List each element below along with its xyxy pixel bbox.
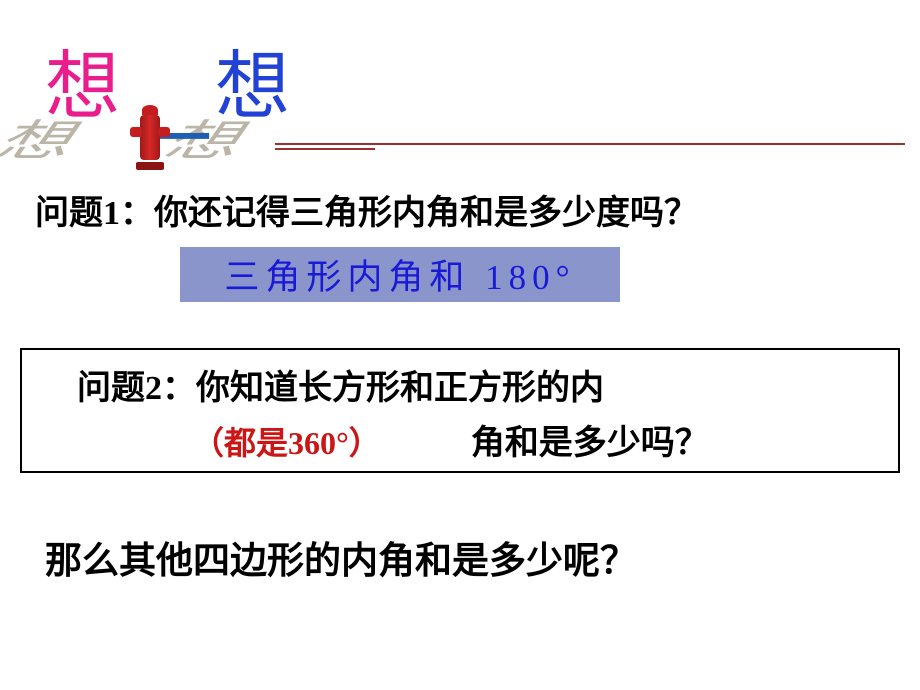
header-decoration: 想 想 一 想 想 [45,20,275,160]
answer2-text: （都是360°） [192,418,381,464]
answer1-text: 三角形内角和 180° [224,249,575,300]
header-line [275,143,905,145]
question2-line1: 问题2：你知道长方形和正方形的内 [77,360,878,409]
question1-text: 问题1：你还记得三角形内角和是多少度吗？ [35,185,698,234]
hydrant-icon [130,105,170,170]
question3-text: 那么其他四边形的内角和是多少呢？ [45,530,637,584]
header-line-short [275,148,375,150]
answer1-box: 三角形内角和 180° [180,247,620,302]
question2-line2: 角和是多少吗？ [471,415,709,464]
question2-box: 问题2：你知道长方形和正方形的内 （都是360°） 角和是多少吗？ [20,348,900,473]
header-char3: 想 [215,25,290,134]
header-char1: 想 [45,25,120,134]
